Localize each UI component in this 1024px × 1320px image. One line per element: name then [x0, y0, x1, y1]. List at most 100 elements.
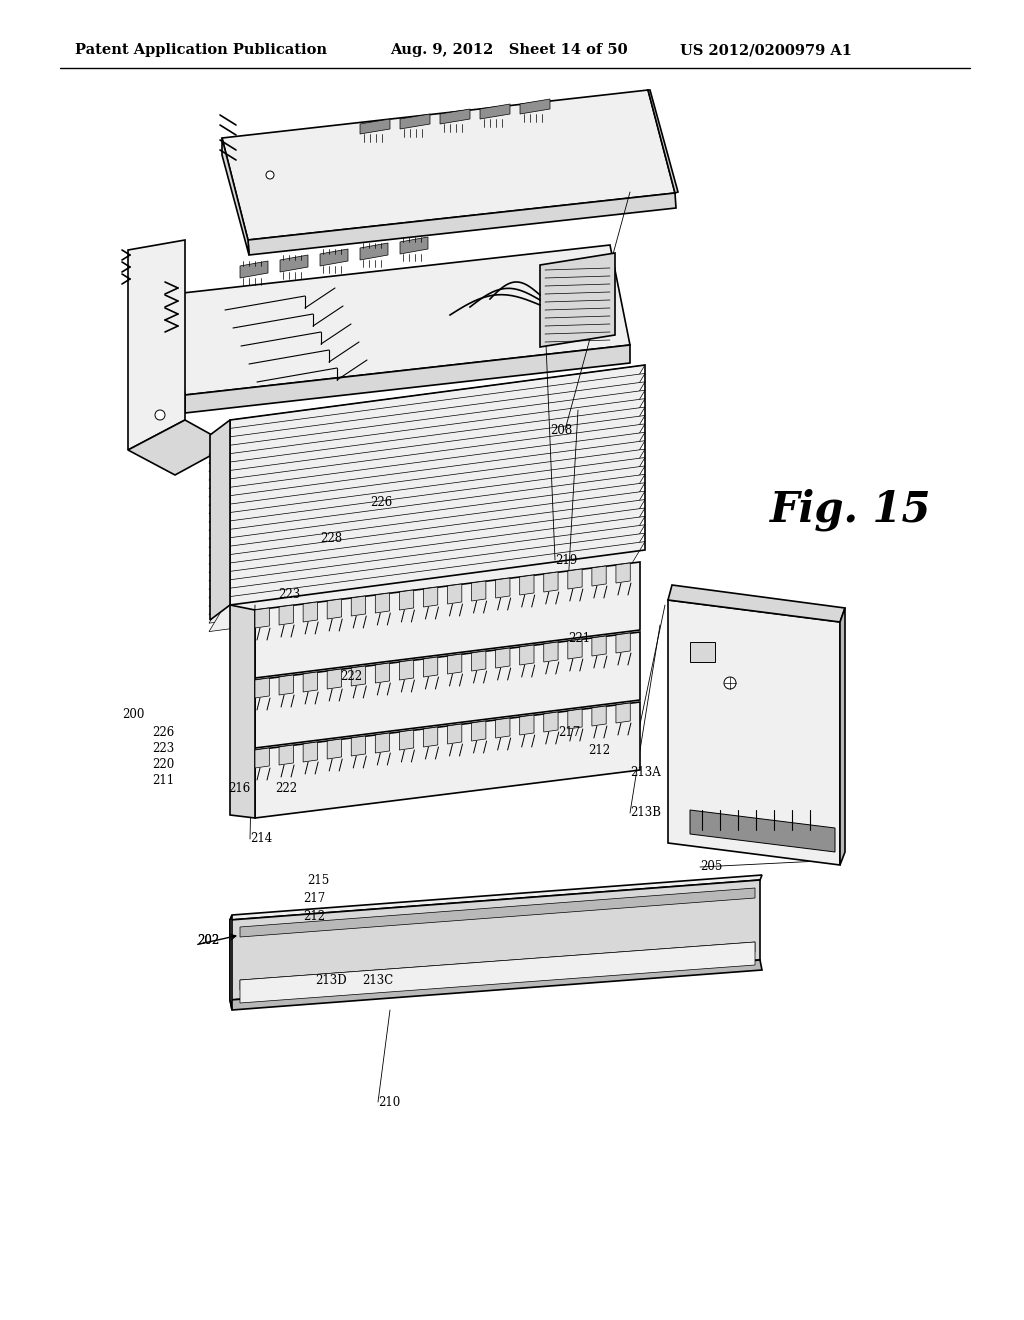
Polygon shape: [209, 491, 645, 581]
Polygon shape: [520, 645, 534, 665]
Polygon shape: [255, 632, 640, 748]
Polygon shape: [209, 399, 645, 488]
Polygon shape: [424, 587, 437, 607]
Polygon shape: [440, 110, 470, 124]
Text: 212: 212: [303, 911, 326, 924]
Polygon shape: [128, 240, 185, 450]
Text: 213B: 213B: [630, 807, 662, 820]
Polygon shape: [496, 648, 510, 668]
Polygon shape: [520, 99, 550, 114]
Text: 208: 208: [550, 424, 572, 437]
Text: 228: 228: [319, 532, 342, 545]
Text: 217: 217: [558, 726, 581, 739]
Polygon shape: [165, 294, 185, 413]
Polygon shape: [496, 718, 510, 738]
Polygon shape: [209, 499, 645, 590]
Polygon shape: [840, 609, 845, 865]
Polygon shape: [230, 880, 760, 1001]
Polygon shape: [592, 636, 606, 656]
Polygon shape: [209, 381, 645, 471]
Polygon shape: [209, 407, 645, 498]
Polygon shape: [255, 678, 269, 698]
Polygon shape: [255, 609, 269, 628]
Polygon shape: [472, 581, 485, 601]
Polygon shape: [496, 578, 510, 598]
Text: 226: 226: [152, 726, 174, 738]
Polygon shape: [400, 238, 428, 253]
Polygon shape: [230, 960, 762, 1010]
Polygon shape: [568, 639, 582, 659]
Text: 215: 215: [307, 874, 330, 887]
Polygon shape: [351, 667, 366, 686]
Polygon shape: [240, 942, 755, 990]
Text: 202: 202: [197, 935, 219, 948]
Text: 223: 223: [278, 587, 300, 601]
Text: 223: 223: [152, 742, 174, 755]
Polygon shape: [209, 474, 645, 565]
Polygon shape: [280, 675, 294, 696]
Polygon shape: [209, 432, 645, 523]
Polygon shape: [209, 441, 645, 531]
Polygon shape: [447, 723, 462, 744]
Polygon shape: [472, 721, 485, 741]
Polygon shape: [668, 601, 840, 865]
Polygon shape: [520, 715, 534, 735]
Polygon shape: [240, 942, 755, 1003]
Polygon shape: [248, 193, 676, 255]
Polygon shape: [209, 466, 645, 556]
Polygon shape: [592, 566, 606, 586]
Text: 214: 214: [250, 833, 272, 846]
Polygon shape: [399, 660, 414, 680]
Polygon shape: [447, 583, 462, 605]
Polygon shape: [230, 875, 762, 920]
Polygon shape: [376, 733, 389, 752]
Polygon shape: [185, 345, 630, 413]
Text: 216: 216: [228, 783, 250, 796]
Polygon shape: [209, 533, 645, 623]
Polygon shape: [303, 742, 317, 762]
Text: 200: 200: [122, 709, 144, 722]
Polygon shape: [328, 599, 342, 619]
Polygon shape: [255, 748, 269, 768]
Polygon shape: [616, 634, 630, 653]
Polygon shape: [424, 727, 437, 747]
Polygon shape: [209, 449, 645, 539]
Text: 213C: 213C: [362, 974, 393, 986]
Polygon shape: [280, 255, 308, 272]
Text: 202: 202: [197, 935, 219, 948]
Polygon shape: [255, 702, 640, 818]
Polygon shape: [648, 90, 678, 193]
Circle shape: [155, 411, 165, 420]
Polygon shape: [222, 90, 675, 240]
Polygon shape: [209, 516, 645, 606]
Polygon shape: [255, 562, 640, 678]
Text: Patent Application Publication: Patent Application Publication: [75, 44, 327, 57]
Polygon shape: [328, 669, 342, 689]
Polygon shape: [544, 711, 558, 733]
Text: Aug. 9, 2012   Sheet 14 of 50: Aug. 9, 2012 Sheet 14 of 50: [390, 44, 628, 57]
Polygon shape: [424, 657, 437, 677]
Text: 213A: 213A: [630, 766, 660, 779]
Text: 226: 226: [370, 495, 392, 508]
Polygon shape: [230, 605, 255, 818]
Polygon shape: [209, 391, 645, 480]
Polygon shape: [690, 810, 835, 851]
Circle shape: [724, 677, 736, 689]
Text: 220: 220: [152, 758, 174, 771]
Polygon shape: [351, 595, 366, 616]
Polygon shape: [616, 704, 630, 723]
Polygon shape: [568, 709, 582, 729]
Polygon shape: [399, 590, 414, 610]
Text: 221: 221: [568, 632, 590, 645]
Polygon shape: [303, 602, 317, 622]
Text: 217: 217: [303, 892, 326, 906]
Polygon shape: [303, 672, 317, 692]
Text: 219: 219: [555, 554, 578, 568]
Text: 212: 212: [588, 744, 610, 758]
Polygon shape: [209, 525, 645, 615]
Polygon shape: [209, 416, 645, 506]
Text: 222: 222: [275, 783, 297, 796]
Polygon shape: [209, 541, 645, 631]
Polygon shape: [544, 572, 558, 591]
Polygon shape: [376, 593, 389, 612]
